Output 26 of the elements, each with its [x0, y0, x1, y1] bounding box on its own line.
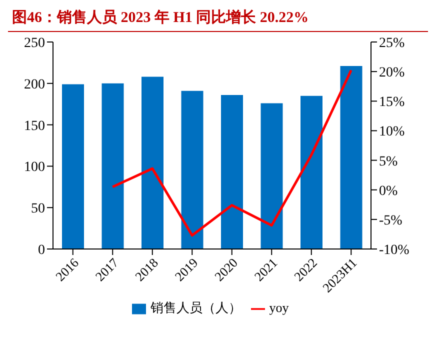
y-tick-label: 250 — [24, 36, 45, 51]
y2-tick-label: 25% — [379, 36, 405, 51]
y-tick-label: 0 — [38, 242, 45, 258]
y-tick-label: 200 — [24, 77, 45, 92]
bar — [221, 94, 243, 249]
bar — [181, 90, 204, 249]
bar — [260, 103, 283, 249]
y2-tick-label: -10% — [379, 242, 410, 258]
bar — [340, 66, 362, 249]
y2-tick-label: -5% — [379, 213, 403, 228]
y-tick-label: 100 — [24, 160, 45, 176]
y-tick-label: 150 — [24, 118, 45, 134]
y2-tick-label: 10% — [379, 124, 405, 140]
y2-tick-label: 0% — [379, 184, 398, 199]
y-tick-label: 50 — [31, 202, 45, 217]
bar — [300, 96, 322, 249]
y2-tick-label: 5% — [379, 154, 398, 170]
y2-tick-label: 20% — [379, 66, 405, 81]
y2-tick-label: 15% — [379, 95, 405, 110]
legend-label: yoy — [269, 300, 289, 315]
legend-label: 销售人员（人） — [150, 300, 242, 315]
line-series — [111, 69, 352, 237]
bar — [102, 83, 124, 249]
bar — [62, 84, 84, 249]
chart-title: 图46：销售人员 2023 年 H1 同比增长 20.22% — [8, 8, 428, 32]
bar — [142, 76, 164, 249]
